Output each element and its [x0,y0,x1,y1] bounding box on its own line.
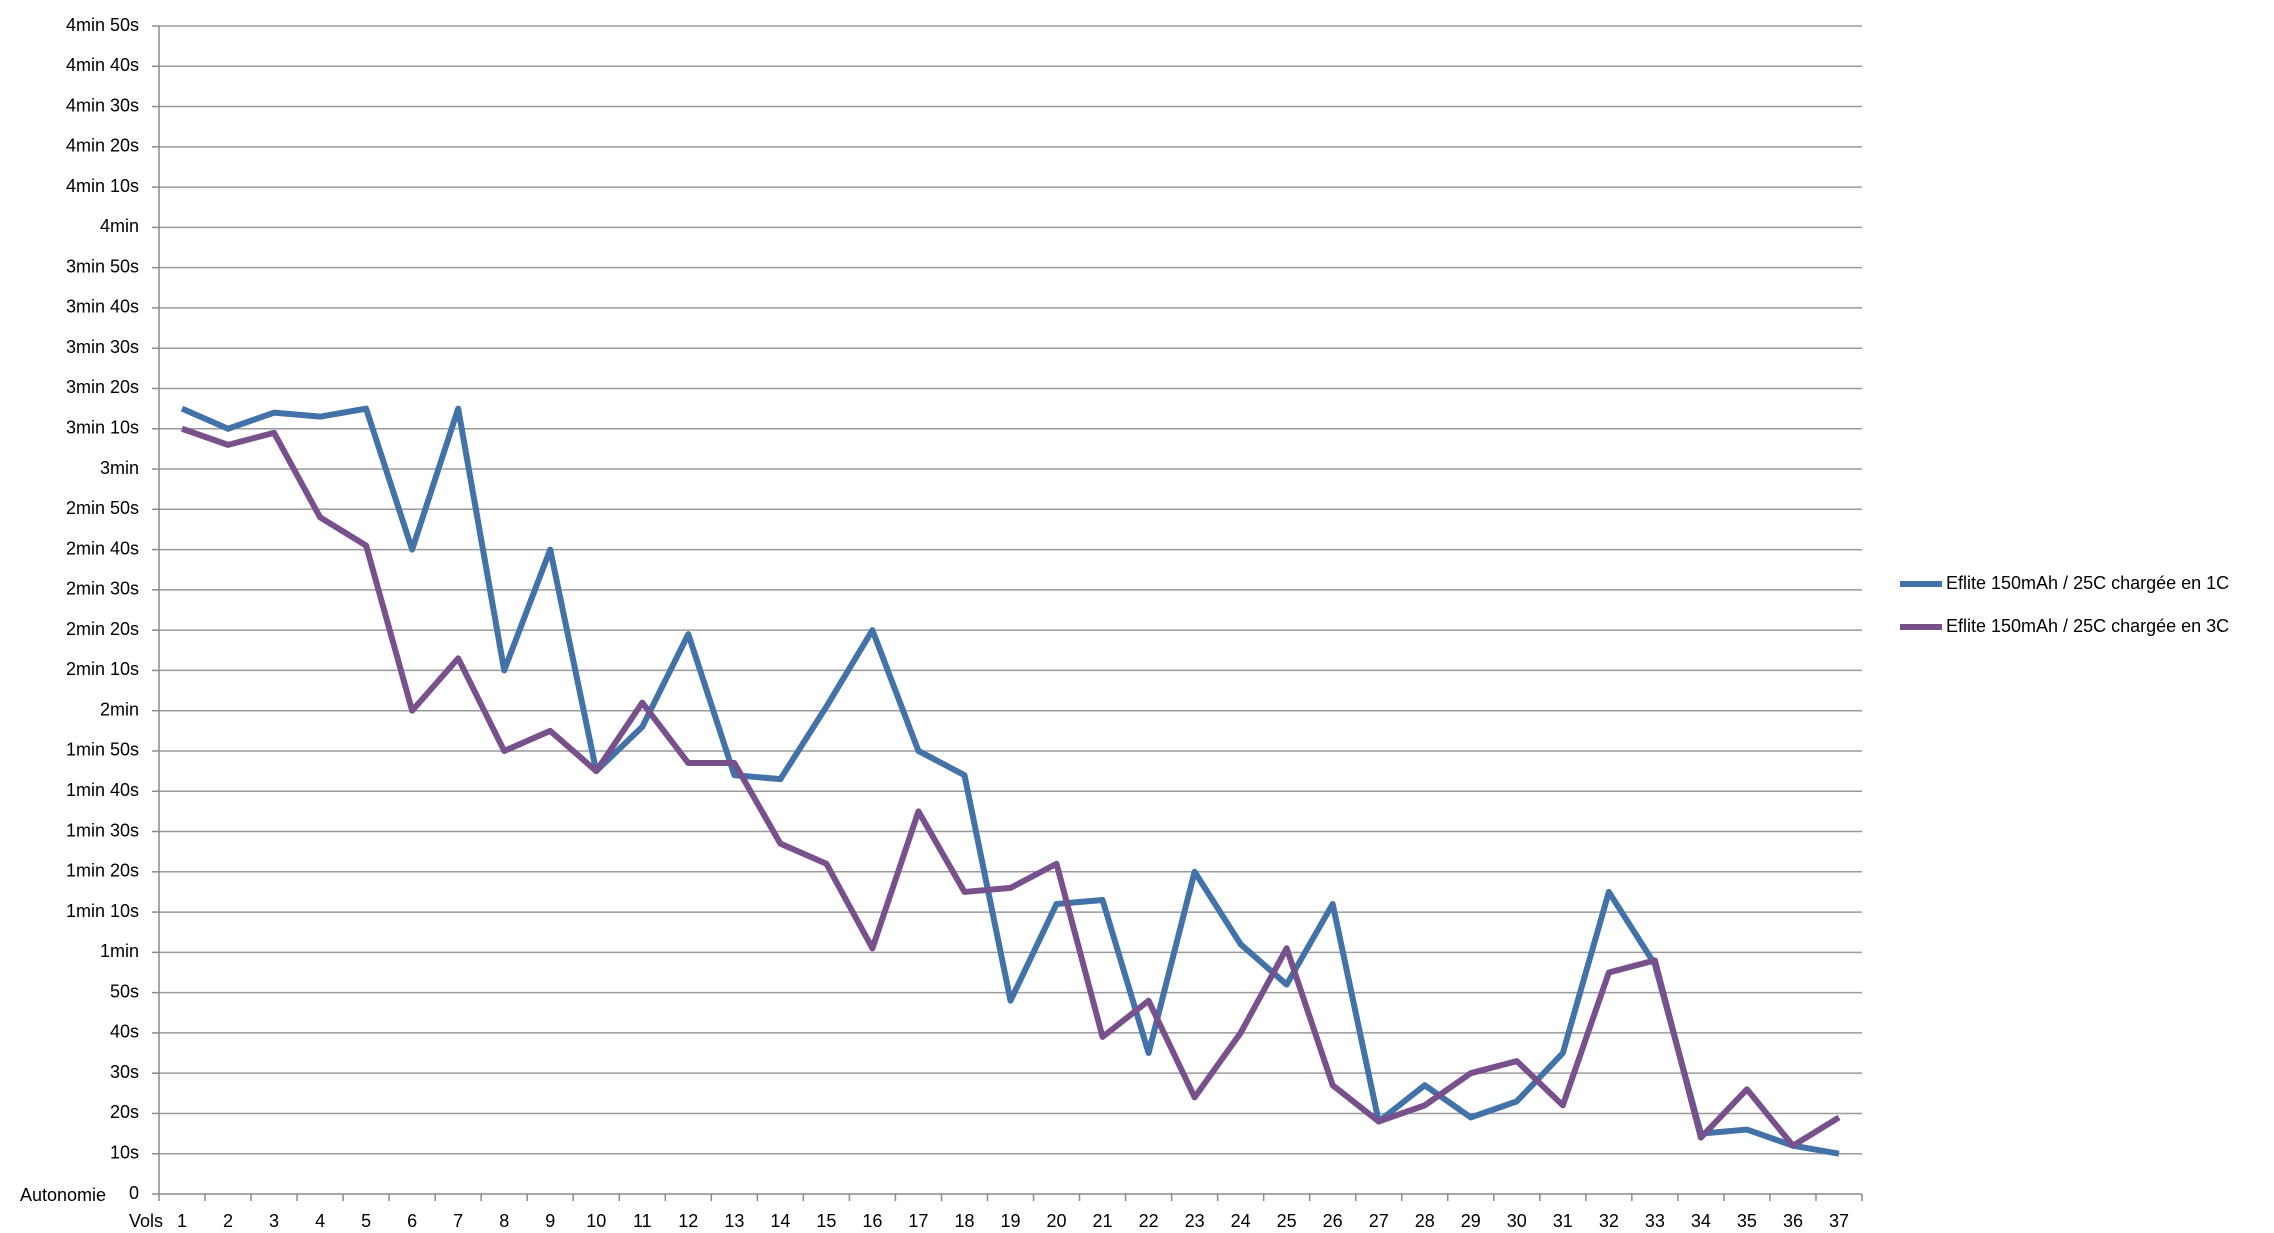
x-tick-label: 23 [1185,1211,1205,1231]
x-axis-label: Vols [129,1211,163,1231]
x-tick-label: 4 [315,1211,325,1231]
series-line [180,405,1840,1157]
x-tick-label: 5 [361,1211,371,1231]
y-tick-label: 4min 50s [66,15,139,35]
y-tick-label: 3min [100,458,139,478]
x-tick-label: 36 [1783,1211,1803,1231]
y-tick-label: 4min 20s [66,136,139,156]
x-tick-label: 30 [1507,1211,1527,1231]
y-tick-label: 3min 50s [66,256,139,276]
y-tick-label: 2min 50s [66,498,139,518]
x-tick-label: 17 [908,1211,928,1231]
y-tick-label: 2min 30s [66,579,139,599]
x-tick-label: 3 [269,1211,279,1231]
x-tick-label: 37 [1829,1211,1849,1231]
y-tick-label: 3min 30s [66,337,139,357]
x-tick-label: 9 [545,1211,555,1231]
series-line [181,425,1841,1149]
x-tick-label: 20 [1047,1211,1067,1231]
x-tick-label: 26 [1323,1211,1343,1231]
x-tick-label: 7 [453,1211,463,1231]
y-tick-label: 2min [100,699,139,719]
x-tick-label: 32 [1599,1211,1619,1231]
x-tick-label: 8 [499,1211,509,1231]
y-tick-label: 4min 30s [66,95,139,115]
x-tick-label: 35 [1737,1211,1757,1231]
x-tick-label: 6 [407,1211,417,1231]
x-tick-label: 16 [862,1211,882,1231]
y-tick-label: 1min 10s [66,901,139,921]
x-tick-label: 22 [1139,1211,1159,1231]
x-tick-label: 31 [1553,1211,1573,1231]
y-tick-label: 30s [110,1062,139,1082]
y-tick-label: 1min 50s [66,740,139,760]
y-tick-label: 1min 30s [66,820,139,840]
y-tick-label: 2min 10s [66,659,139,679]
y-tick-label: 20s [110,1102,139,1122]
y-tick-label: 40s [110,1022,139,1042]
x-tick-label: 28 [1415,1211,1435,1231]
x-tick-label: 2 [223,1211,233,1231]
x-tick-label: 21 [1093,1211,1113,1231]
x-tick-label: 11 [633,1211,652,1231]
y-tick-label: 10s [110,1142,139,1162]
y-tick-label: 3min 20s [66,377,139,397]
x-tick-label: 1 [177,1211,187,1231]
y-tick-label: 3min 10s [66,418,139,438]
y-tick-label: 50s [110,981,139,1001]
y-tick-label: 1min [100,941,139,961]
x-tick-label: 18 [954,1211,974,1231]
y-tick-label: 0 [129,1183,139,1203]
x-tick-label: 12 [678,1211,698,1231]
y-tick-label: 4min 10s [66,176,139,196]
y-axis-label: Autonomie [20,1185,106,1205]
x-tick-label: 29 [1461,1211,1481,1231]
y-tick-label: 3min 40s [66,297,139,317]
x-tick-label: 27 [1369,1211,1389,1231]
x-tick-label: 10 [586,1211,606,1231]
y-tick-label: 2min 20s [66,619,139,639]
y-tick-label: 1min 40s [66,780,139,800]
legend-label: Eflite 150mAh / 25C chargée en 1C [1946,573,2229,593]
x-tick-label: 19 [1000,1211,1020,1231]
y-tick-label: 2min 40s [66,538,139,558]
y-tick-label: 4min [100,216,139,236]
y-tick-label: 1min 20s [66,861,139,881]
x-tick-label: 14 [770,1211,790,1231]
y-tick-label: 4min 40s [66,55,139,75]
x-tick-label: 33 [1645,1211,1665,1231]
x-tick-label: 24 [1231,1211,1251,1231]
x-tick-label: 15 [816,1211,836,1231]
x-tick-label: 25 [1277,1211,1297,1231]
x-tick-label: 34 [1691,1211,1711,1231]
legend-label: Eflite 150mAh / 25C chargée en 3C [1946,616,2229,636]
x-tick-label: 13 [724,1211,744,1231]
